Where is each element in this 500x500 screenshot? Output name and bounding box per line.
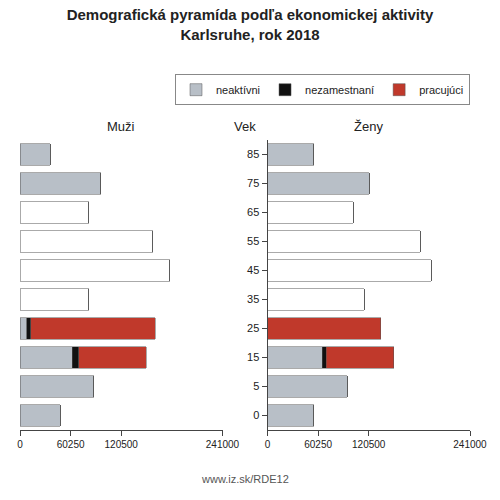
- svg-text:45: 45: [247, 264, 259, 276]
- svg-text:85: 85: [247, 148, 259, 160]
- svg-text:Muži: Muži: [107, 119, 135, 134]
- svg-text:www.iz.sk/RDE12: www.iz.sk/RDE12: [201, 473, 289, 485]
- svg-text:Demografická pyramída podľa ek: Demografická pyramída podľa ekonomickej …: [67, 6, 434, 43]
- svg-text:60250: 60250: [304, 439, 332, 450]
- svg-text:75: 75: [247, 177, 259, 189]
- svg-text:5: 5: [253, 380, 259, 392]
- svg-text:0: 0: [253, 409, 259, 421]
- svg-text:241000: 241000: [453, 439, 487, 450]
- svg-text:15: 15: [247, 351, 259, 363]
- svg-text:55: 55: [247, 235, 259, 247]
- svg-text:60250: 60250: [57, 439, 85, 450]
- svg-text:0: 0: [265, 439, 271, 450]
- svg-text:65: 65: [247, 206, 259, 218]
- svg-text:pracujúci: pracujúci: [419, 84, 463, 96]
- svg-text:neaktívni: neaktívni: [216, 84, 260, 96]
- svg-text:120500: 120500: [105, 439, 139, 450]
- svg-text:0: 0: [17, 439, 23, 450]
- svg-text:35: 35: [247, 293, 259, 305]
- svg-text:120500: 120500: [352, 439, 386, 450]
- svg-text:nezamestnaní: nezamestnaní: [305, 84, 374, 96]
- svg-text:Vek: Vek: [234, 119, 256, 134]
- svg-text:Ženy: Ženy: [354, 119, 383, 134]
- svg-text:25: 25: [247, 322, 259, 334]
- svg-text:241000: 241000: [206, 439, 240, 450]
